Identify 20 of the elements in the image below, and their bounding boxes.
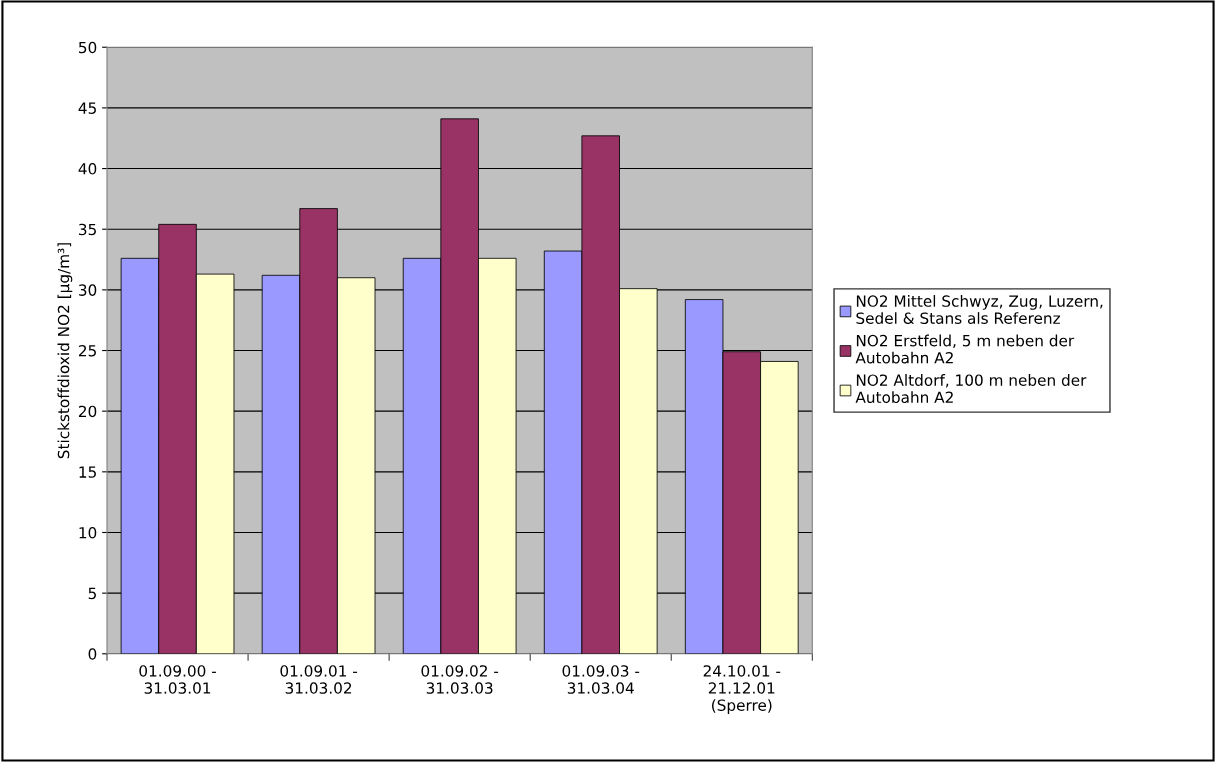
y-tick-label: 20 (78, 405, 97, 418)
y-tick-label: 0 (88, 648, 97, 660)
y-tick-label: 15 (79, 466, 96, 478)
y-tick-label: 50 (79, 41, 97, 54)
y-tick-label: 10 (79, 526, 97, 539)
y-tick-label: 25 (78, 344, 96, 357)
y-tick-label: 45 (78, 102, 96, 114)
y-tick-label: 5 (88, 587, 96, 600)
y-tick-label: 35 (79, 223, 96, 236)
y-axis-title: Stickstoffdioxid NO2 [µg/m³] (57, 243, 73, 459)
x-tick-label: 01.09.00 - 31.03.01 (139, 665, 216, 694)
x-tick-label: 01.09.03 - 31.03.04 (562, 665, 640, 694)
y-tick-label: 30 (79, 284, 97, 296)
legend-label: NO2 Mittel Schwyz, Zug, Luzern, Sedel & Stans als Referenz (856, 295, 1103, 324)
legend-label: NO2 Erstfeld, 5 m neben der Autobahn A2 (855, 334, 1075, 364)
x-tick-label: 01.09.01 - 31.03.02 (280, 665, 358, 694)
y-tick-label: 40 (78, 163, 97, 175)
x-tick-label: 01.09.02 - 31.03.03 (421, 665, 499, 694)
x-tick-label: 24.10.01 - 21.12.01 (Sperre) (703, 665, 781, 714)
legend-label: NO2 Altdorf, 100 m neben der Autobahn A2 (855, 374, 1087, 404)
